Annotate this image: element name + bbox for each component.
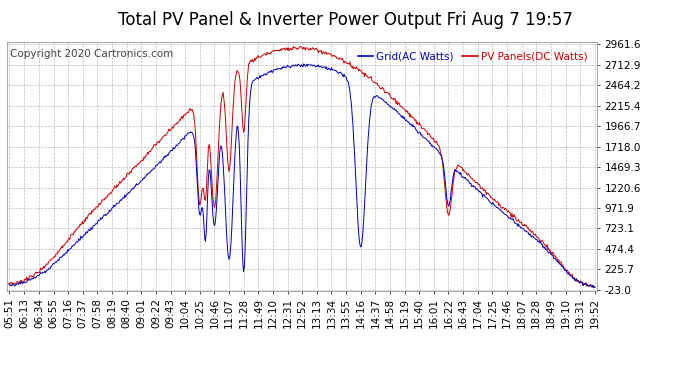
Text: Copyright 2020 Cartronics.com: Copyright 2020 Cartronics.com bbox=[10, 50, 173, 60]
Text: Total PV Panel & Inverter Power Output Fri Aug 7 19:57: Total PV Panel & Inverter Power Output F… bbox=[117, 11, 573, 29]
Legend: Grid(AC Watts), PV Panels(DC Watts): Grid(AC Watts), PV Panels(DC Watts) bbox=[353, 47, 591, 66]
